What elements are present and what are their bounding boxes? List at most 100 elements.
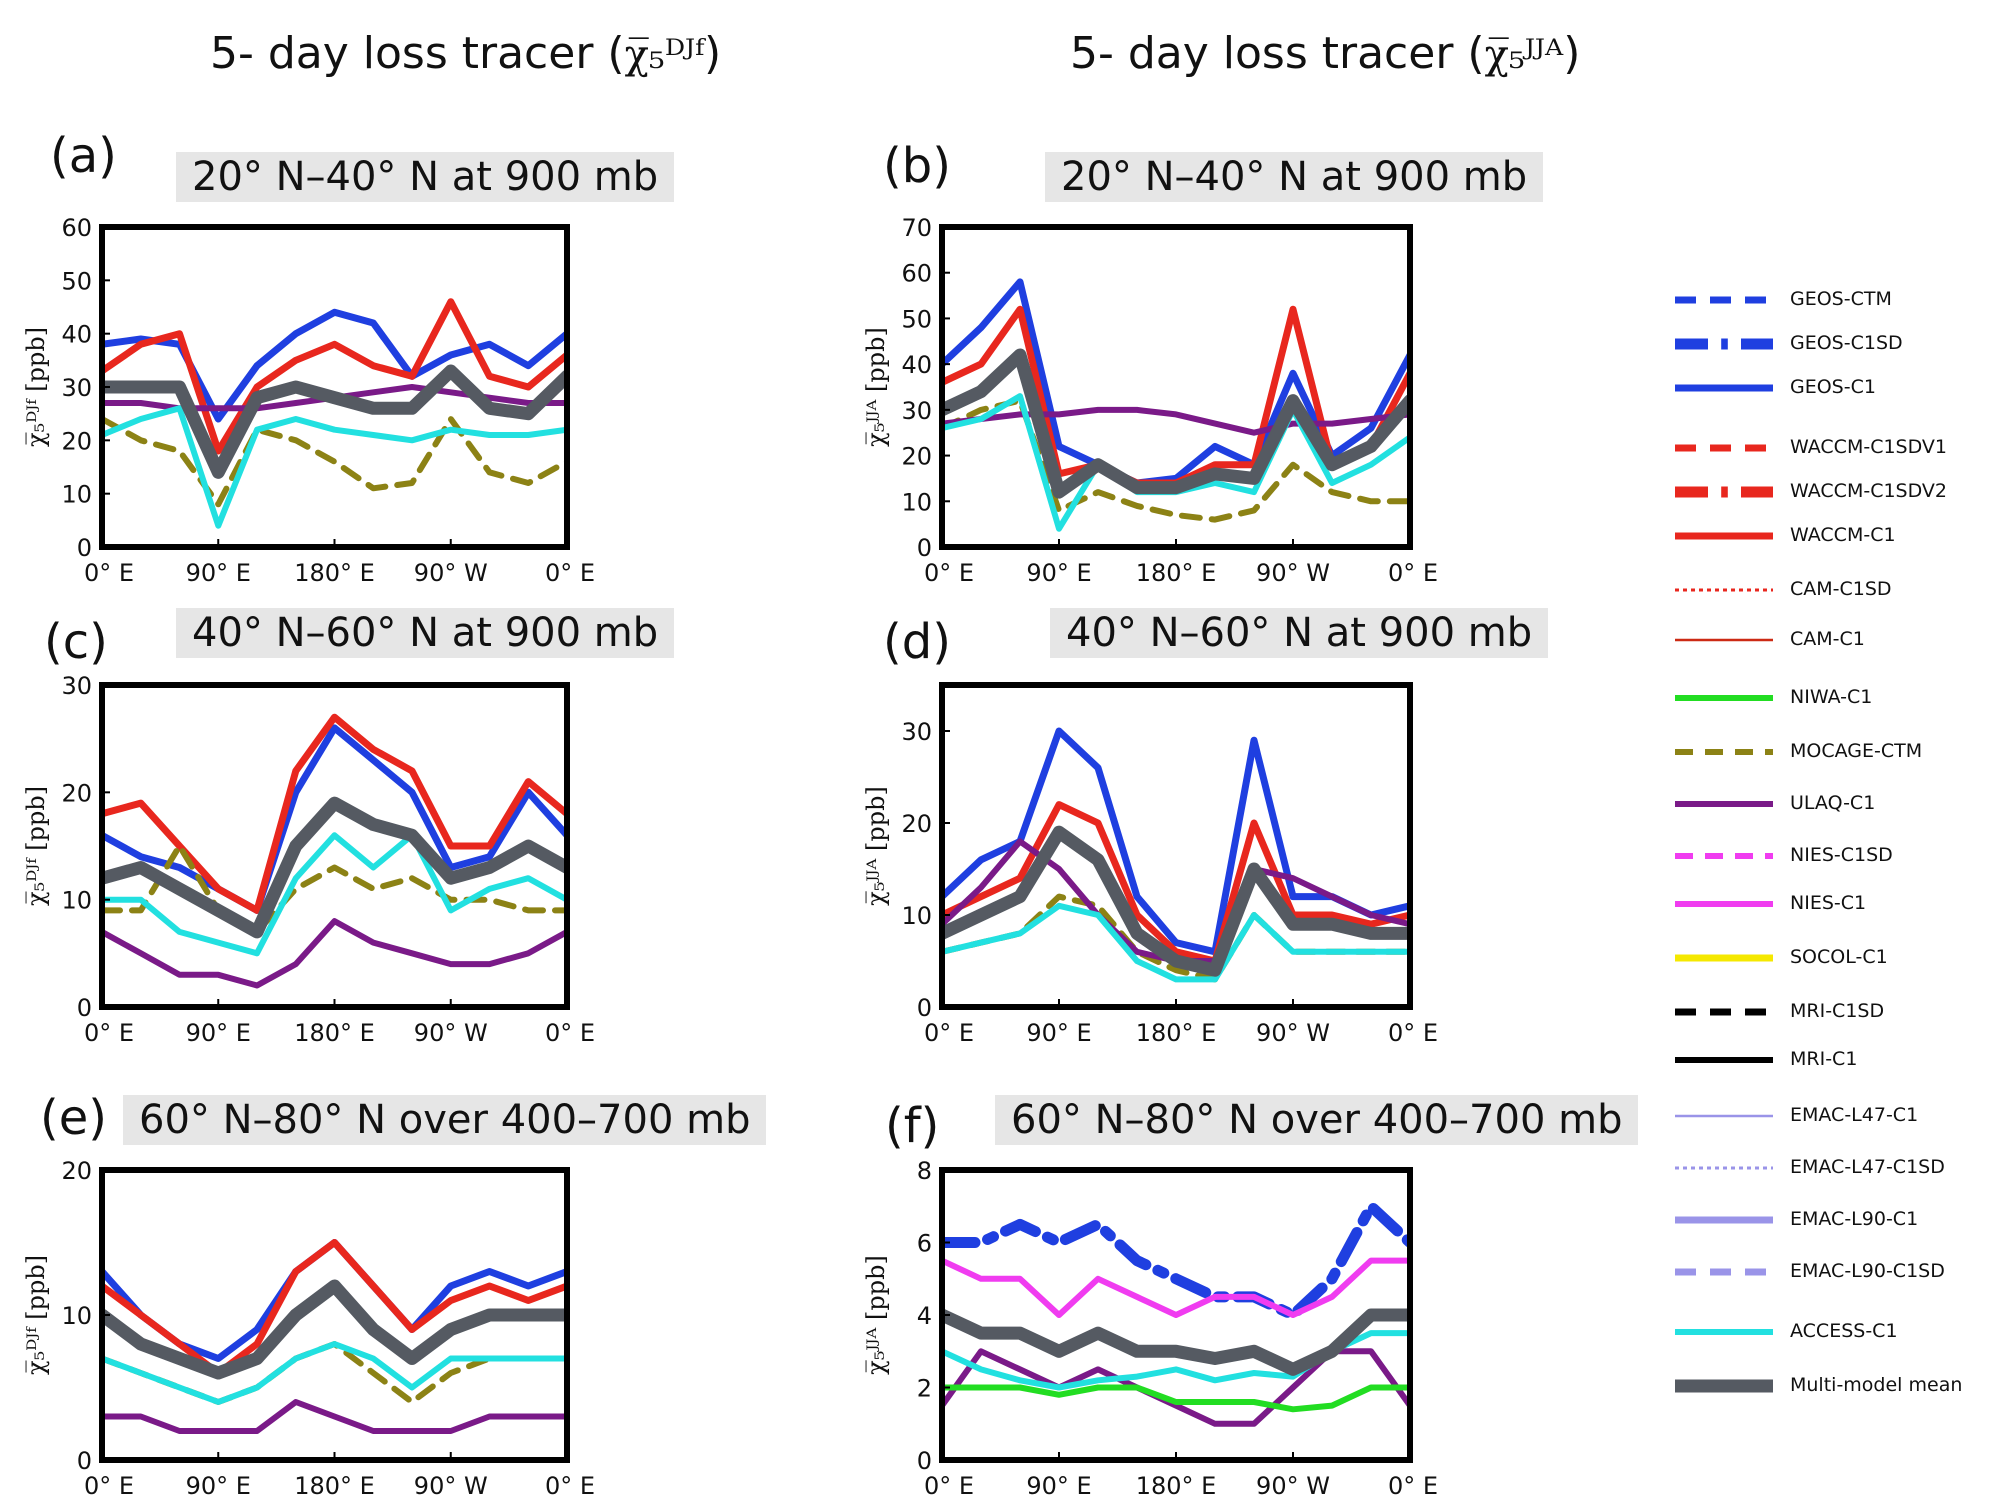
y-tick-label: 40 bbox=[901, 351, 932, 379]
series-line-ulaq-c1 bbox=[102, 1399, 567, 1434]
series-line-multi-model-mean bbox=[942, 1308, 1410, 1376]
series-group bbox=[102, 1239, 567, 1434]
legend-item: NIES-C1SD bbox=[1665, 836, 1999, 876]
y-tick-label: 20 bbox=[61, 1160, 92, 1185]
legend-swatch bbox=[1675, 1008, 1773, 1016]
x-tick-label: 180° E bbox=[1136, 1472, 1217, 1500]
legend-swatch bbox=[1675, 1216, 1773, 1224]
legend-swatch bbox=[1675, 954, 1773, 962]
series-line-access-c1 bbox=[942, 902, 1410, 983]
x-tick-label: 90° E bbox=[186, 559, 251, 587]
x-tick-label: 90° W bbox=[414, 1019, 488, 1047]
legend-label: WACCM-C1SDV2 bbox=[1790, 480, 1947, 502]
legend-label: ULAQ-C1 bbox=[1790, 792, 1876, 814]
legend-item: EMAC-L90-C1 bbox=[1665, 1200, 1999, 1240]
y-axis-label: χ̅₅ᴰᴶᶠ [ppb] bbox=[22, 1255, 50, 1375]
legend-swatch bbox=[1675, 384, 1773, 392]
legend-swatch bbox=[1675, 296, 1773, 304]
series-line-geos-c1sd bbox=[942, 1200, 1410, 1321]
series-line-multi-model-mean bbox=[102, 1279, 567, 1380]
legend-item: CAM-C1 bbox=[1665, 620, 1999, 660]
series-line-mocage-ctm bbox=[102, 843, 567, 935]
legend-label: GEOS-C1 bbox=[1790, 376, 1876, 398]
x-tick-label: 180° E bbox=[1136, 1019, 1217, 1047]
x-tick-label: 90° W bbox=[414, 559, 488, 587]
x-tick-label: 0° E bbox=[84, 559, 134, 587]
chart-panel-d: 0 10 20 30 0° E 90° E 180° E 90° W 0° E χ̅₅ᴶᴶᴬ [p… bbox=[862, 682, 1438, 1047]
column-title-jja-prefix: 5- day loss tracer ( bbox=[1070, 28, 1485, 79]
legend-label: Multi-model mean bbox=[1790, 1374, 1963, 1396]
legend-item: GEOS-CTM bbox=[1665, 280, 1999, 320]
legend-label: NIWA-C1 bbox=[1790, 686, 1873, 708]
legend-item: GEOS-C1SD bbox=[1665, 324, 1999, 364]
legend-swatch bbox=[1675, 1057, 1773, 1063]
x-tick-label: 180° E bbox=[294, 559, 375, 587]
legend-swatch bbox=[1675, 749, 1773, 755]
legend-label: GEOS-C1SD bbox=[1790, 332, 1903, 354]
series-line-access-c1 bbox=[102, 832, 567, 957]
series-line-waccm-c1 bbox=[102, 1239, 567, 1377]
legend-label: GEOS-CTM bbox=[1790, 288, 1892, 310]
series-line-geos-c1 bbox=[102, 724, 567, 914]
y-tick-label: 0 bbox=[917, 1447, 932, 1475]
panel-letter-c: (c) bbox=[44, 614, 108, 670]
series-line-access-c1 bbox=[102, 405, 567, 529]
y-tick-label: 20 bbox=[901, 810, 932, 838]
legend-item: NIES-C1 bbox=[1665, 884, 1999, 924]
legend-item: EMAC-L47-C1SD bbox=[1665, 1148, 1999, 1188]
legend-swatch bbox=[1675, 486, 1773, 498]
legend-item: MOCAGE-CTM bbox=[1665, 732, 1999, 772]
y-axis-label: χ̅₅ᴶᴶᴬ [ppb] bbox=[862, 786, 890, 906]
series-group bbox=[942, 278, 1410, 532]
y-tick-label: 0 bbox=[77, 994, 92, 1022]
legend-item: EMAC-L90-C1SD bbox=[1665, 1252, 1999, 1292]
legend-item: WACCM-C1 bbox=[1665, 516, 1999, 556]
y-tick-label: 10 bbox=[61, 1302, 92, 1330]
legend-swatch bbox=[1675, 1166, 1773, 1170]
legend-item: CAM-C1SD bbox=[1665, 570, 1999, 610]
legend-swatch bbox=[1675, 588, 1773, 592]
legend-swatch bbox=[1675, 444, 1773, 452]
legend-item: Multi-model mean bbox=[1665, 1366, 1999, 1406]
series-group bbox=[102, 713, 567, 989]
x-tick-label: 0° E bbox=[924, 559, 974, 587]
legend-label: WACCM-C1 bbox=[1790, 524, 1896, 546]
y-tick-label: 30 bbox=[901, 718, 932, 746]
y-tick-label: 30 bbox=[61, 374, 92, 402]
x-tick-label: 90° E bbox=[1026, 559, 1091, 587]
y-tick-label: 30 bbox=[61, 675, 92, 700]
chart-panel-b: 0 10 20 30 40 50 60 70 0° E 90° E 180° E 90° W 0° E χ… bbox=[862, 215, 1438, 587]
series-line-multi-model-mean bbox=[102, 364, 567, 479]
y-tick-label: 0 bbox=[917, 994, 932, 1022]
series-line-waccm-c1 bbox=[942, 801, 1410, 965]
y-tick-label: 2 bbox=[917, 1375, 932, 1403]
x-tick-label: 0° E bbox=[545, 1472, 595, 1500]
x-tick-label: 90° W bbox=[1256, 559, 1330, 587]
legend-label: MOCAGE-CTM bbox=[1790, 740, 1923, 762]
column-title-jja-symbol: χ̅₅ᴶᴶᴬ bbox=[1484, 32, 1564, 78]
y-tick-label: 20 bbox=[901, 443, 932, 471]
x-tick-label: 0° E bbox=[84, 1019, 134, 1047]
legend-label: EMAC-L47-C1SD bbox=[1790, 1156, 1945, 1178]
legend-swatch bbox=[1675, 1379, 1773, 1393]
y-axis-label: χ̅₅ᴶᴶᴬ [ppb] bbox=[862, 327, 890, 447]
legend-label: CAM-C1SD bbox=[1790, 578, 1892, 600]
series-line-geos-c1 bbox=[942, 278, 1410, 487]
series-line-multi-model-mean bbox=[942, 348, 1410, 499]
legend-swatch bbox=[1675, 338, 1773, 350]
series-line-multi-model-mean bbox=[942, 825, 1410, 977]
series-group bbox=[102, 298, 567, 529]
y-axis-label: χ̅₅ᴰᴶᶠ [ppb] bbox=[22, 786, 50, 906]
legend-swatch bbox=[1675, 801, 1773, 807]
series-line-ulaq-c1 bbox=[942, 406, 1410, 436]
y-axis-label: χ̅₅ᴰᴶᶠ [ppb] bbox=[22, 327, 50, 447]
y-tick-label: 0 bbox=[917, 534, 932, 562]
legend-swatch bbox=[1675, 1114, 1773, 1118]
legend-swatch bbox=[1675, 901, 1773, 907]
y-tick-label: 20 bbox=[61, 427, 92, 455]
panel-title-a: 20° N–40° N at 900 mb bbox=[176, 152, 675, 202]
legend-swatch bbox=[1675, 853, 1773, 859]
y-tick-label: 60 bbox=[61, 215, 92, 242]
y-tick-label: 40 bbox=[61, 321, 92, 349]
panel-letter-a: (a) bbox=[50, 128, 117, 184]
